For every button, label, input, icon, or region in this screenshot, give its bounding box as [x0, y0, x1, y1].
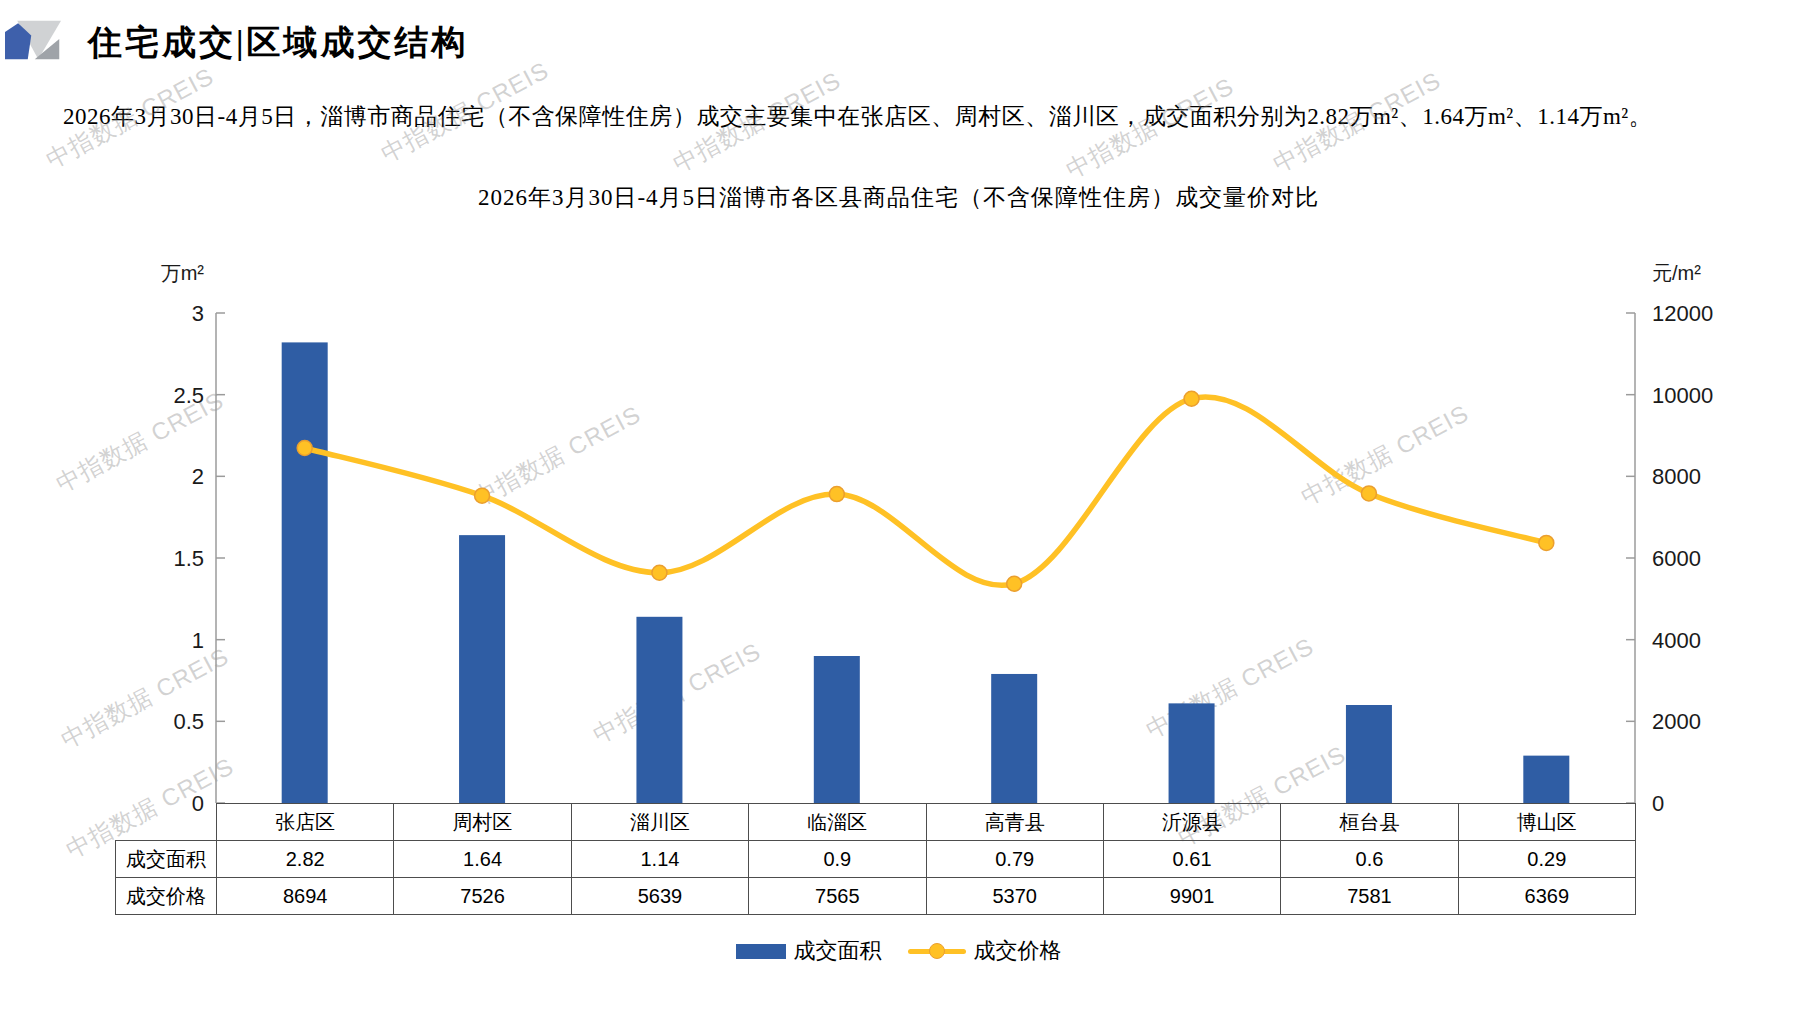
- left-axis-tick-label: 1: [192, 628, 204, 653]
- price-marker-高青县: [1007, 576, 1022, 591]
- table-cell: 0.79: [926, 841, 1103, 878]
- table-category-张店区: 张店区: [217, 804, 394, 841]
- right-axis-tick-label: 0: [1652, 791, 1664, 816]
- report-page: 住宅成交|区域成交结构 2026年3月30日-4月5日，淄博市商品住宅（不含保障…: [0, 0, 1797, 1010]
- area-bar-桓台县: [1346, 705, 1392, 803]
- table-category-高青县: 高青县: [926, 804, 1103, 841]
- table-cell: 9901: [1103, 878, 1280, 915]
- price-marker-博山区: [1539, 535, 1554, 550]
- right-axis-tick-label: 12000: [1652, 301, 1713, 326]
- table-category-博山区: 博山区: [1458, 804, 1635, 841]
- price-marker-沂源县: [1184, 391, 1199, 406]
- table-cell: 0.29: [1458, 841, 1635, 878]
- table-cell: 7526: [394, 878, 571, 915]
- right-axis-tick-label: 4000: [1652, 628, 1701, 653]
- legend-label-area: 成交面积: [794, 936, 882, 966]
- table-cell: 0.9: [749, 841, 926, 878]
- area-bar-沂源县: [1169, 703, 1215, 803]
- right-axis-unit-label: 元/m²: [1652, 262, 1701, 284]
- table-category-临淄区: 临淄区: [749, 804, 926, 841]
- table-category-沂源县: 沂源县: [1103, 804, 1280, 841]
- left-axis-tick-label: 1.5: [173, 546, 204, 571]
- legend-label-price: 成交价格: [974, 936, 1062, 966]
- right-axis-tick-label: 6000: [1652, 546, 1701, 571]
- table-cell: 7581: [1281, 878, 1458, 915]
- table-cell: 1.14: [571, 841, 748, 878]
- area-bar-博山区: [1523, 756, 1569, 803]
- table-row-header: 成交价格: [116, 878, 217, 915]
- bar-swatch-icon: [736, 944, 786, 959]
- table-corner: [116, 804, 217, 841]
- price-marker-桓台县: [1361, 486, 1376, 501]
- area-bar-张店区: [282, 342, 328, 803]
- left-axis-tick-label: 2.5: [173, 383, 204, 408]
- area-bar-临淄区: [814, 656, 860, 803]
- chart-legend: 成交面积 成交价格: [0, 936, 1797, 966]
- table-row-header: 成交面积: [116, 841, 217, 878]
- left-axis-tick-label: 3: [192, 301, 204, 326]
- right-axis-tick-label: 10000: [1652, 383, 1713, 408]
- area-bar-淄川区: [636, 617, 682, 803]
- price-marker-淄川区: [652, 565, 667, 580]
- table-cell: 8694: [217, 878, 394, 915]
- left-axis-tick-label: 0.5: [173, 709, 204, 734]
- table-category-周村区: 周村区: [394, 804, 571, 841]
- table-cell: 6369: [1458, 878, 1635, 915]
- price-marker-临淄区: [829, 487, 844, 502]
- area-bar-高青县: [991, 674, 1037, 803]
- table-cell: 0.61: [1103, 841, 1280, 878]
- table-cell: 1.64: [394, 841, 571, 878]
- price-marker-周村区: [475, 488, 490, 503]
- area-bar-周村区: [459, 535, 505, 803]
- line-swatch-icon: [908, 943, 966, 959]
- right-axis-tick-label: 2000: [1652, 709, 1701, 734]
- price-marker-张店区: [297, 440, 312, 455]
- chart-data-table: 张店区周村区淄川区临淄区高青县沂源县桓台县博山区成交面积2.821.641.14…: [115, 803, 1636, 915]
- table-cell: 0.6: [1281, 841, 1458, 878]
- left-axis-tick-label: 2: [192, 464, 204, 489]
- table-cell: 5370: [926, 878, 1103, 915]
- right-axis-tick-label: 8000: [1652, 464, 1701, 489]
- table-category-淄川区: 淄川区: [571, 804, 748, 841]
- left-axis-unit-label: 万m²: [161, 262, 205, 284]
- table-cell: 5639: [571, 878, 748, 915]
- table-cell: 7565: [749, 878, 926, 915]
- legend-item-area: 成交面积: [736, 936, 882, 966]
- table-category-桓台县: 桓台县: [1281, 804, 1458, 841]
- legend-item-price: 成交价格: [908, 936, 1062, 966]
- table-cell: 2.82: [217, 841, 394, 878]
